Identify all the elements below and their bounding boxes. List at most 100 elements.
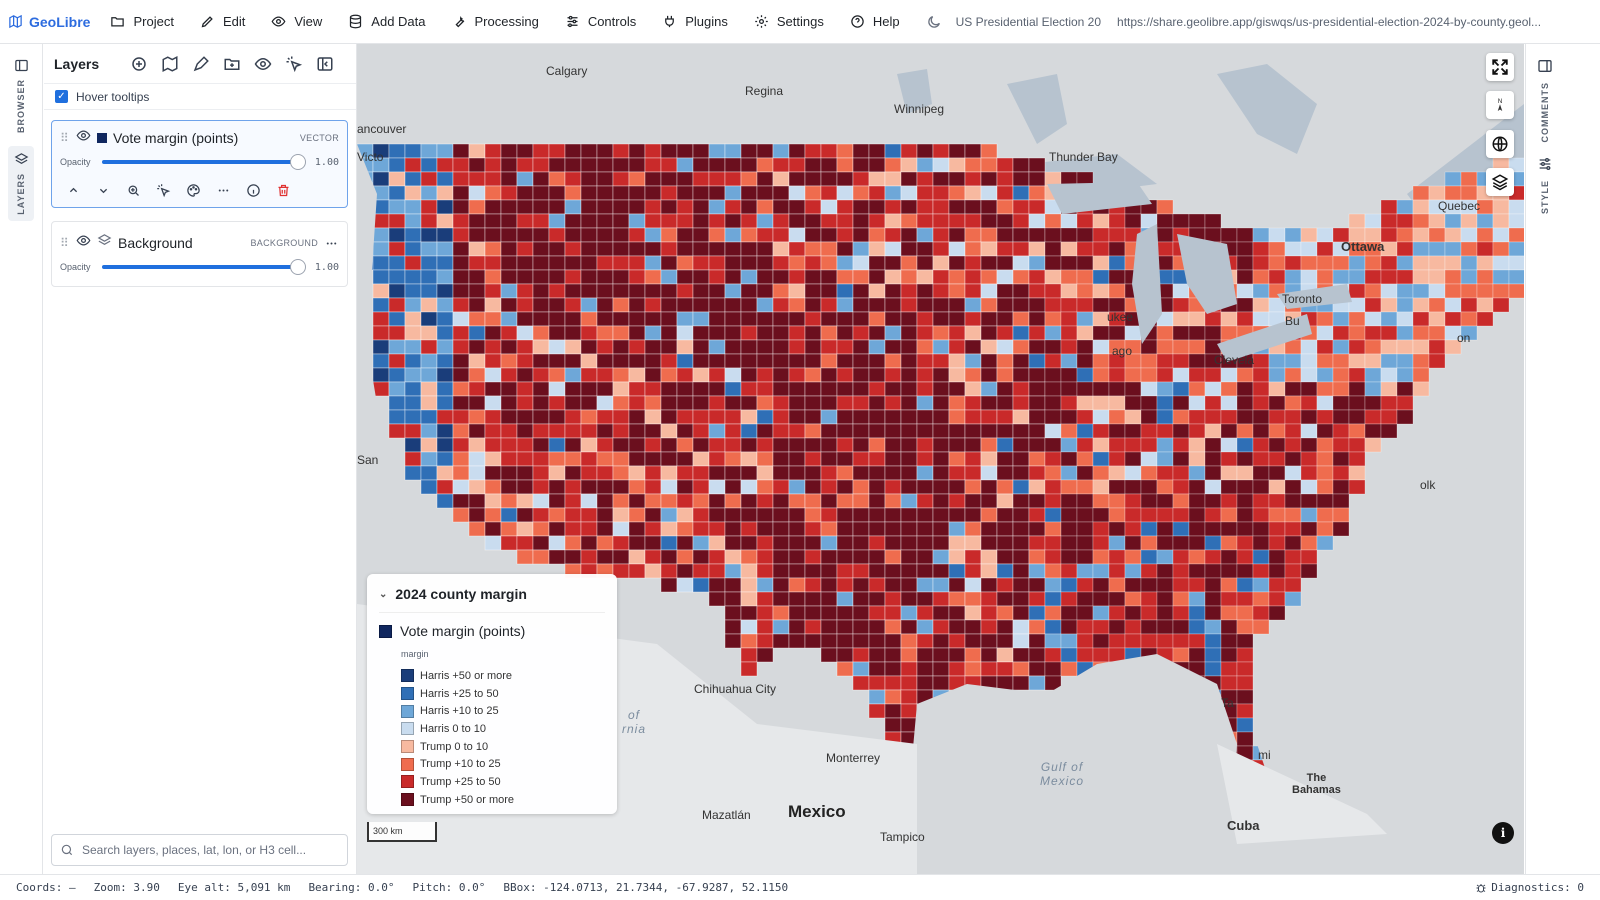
county-cell[interactable] <box>612 199 630 215</box>
county-cell[interactable] <box>484 227 502 243</box>
county-cell[interactable] <box>1172 409 1190 425</box>
county-cell[interactable] <box>612 185 630 201</box>
county-cell[interactable] <box>740 619 758 635</box>
county-cell[interactable] <box>388 269 406 285</box>
county-cell[interactable] <box>820 353 838 369</box>
county-cell[interactable] <box>804 437 822 453</box>
county-cell[interactable] <box>724 619 742 635</box>
county-cell[interactable] <box>708 367 726 383</box>
county-cell[interactable] <box>1044 451 1062 467</box>
county-cell[interactable] <box>1060 507 1078 523</box>
compass-button[interactable]: N <box>1486 91 1514 119</box>
county-cell[interactable] <box>420 185 438 201</box>
county-cell[interactable] <box>868 157 886 173</box>
county-cell[interactable] <box>1220 381 1238 397</box>
county-cell[interactable] <box>756 283 774 299</box>
county-cell[interactable] <box>1028 521 1046 537</box>
county-cell[interactable] <box>884 689 902 705</box>
county-cell[interactable] <box>372 297 390 313</box>
county-cell[interactable] <box>1396 367 1414 383</box>
county-cell[interactable] <box>788 577 806 593</box>
county-cell[interactable] <box>1060 297 1078 313</box>
county-cell[interactable] <box>532 465 550 481</box>
county-cell[interactable] <box>1060 367 1078 383</box>
county-cell[interactable] <box>788 269 806 285</box>
county-cell[interactable] <box>1444 339 1462 355</box>
county-cell[interactable] <box>1236 647 1254 663</box>
county-cell[interactable] <box>1140 591 1158 607</box>
county-cell[interactable] <box>516 157 534 173</box>
county-cell[interactable] <box>1172 339 1190 355</box>
county-cell[interactable] <box>484 199 502 215</box>
county-cell[interactable] <box>644 311 662 327</box>
county-cell[interactable] <box>1364 395 1382 411</box>
county-cell[interactable] <box>468 507 486 523</box>
county-cell[interactable] <box>1076 493 1094 509</box>
county-cell[interactable] <box>1188 563 1206 579</box>
county-cell[interactable] <box>1140 549 1158 565</box>
county-cell[interactable] <box>1092 535 1110 551</box>
county-cell[interactable] <box>964 605 982 621</box>
basemap-switcher-button[interactable] <box>1486 168 1514 196</box>
county-cell[interactable] <box>404 311 422 327</box>
county-cell[interactable] <box>1268 479 1286 495</box>
county-cell[interactable] <box>500 367 518 383</box>
county-cell[interactable] <box>580 507 598 523</box>
county-cell[interactable] <box>1060 311 1078 327</box>
county-cell[interactable] <box>596 493 614 509</box>
county-cell[interactable] <box>884 339 902 355</box>
county-cell[interactable] <box>676 283 694 299</box>
county-cell[interactable] <box>644 437 662 453</box>
county-cell[interactable] <box>708 213 726 229</box>
county-cell[interactable] <box>612 283 630 299</box>
county-cell[interactable] <box>1236 269 1254 285</box>
county-cell[interactable] <box>532 339 550 355</box>
county-cell[interactable] <box>1012 199 1030 215</box>
county-cell[interactable] <box>564 353 582 369</box>
county-cell[interactable] <box>1460 185 1478 201</box>
county-cell[interactable] <box>628 409 646 425</box>
county-cell[interactable] <box>532 227 550 243</box>
county-cell[interactable] <box>1044 227 1062 243</box>
county-cell[interactable] <box>1156 227 1174 243</box>
county-cell[interactable] <box>1108 619 1126 635</box>
county-cell[interactable] <box>1044 661 1062 677</box>
county-cell[interactable] <box>468 325 486 341</box>
county-cell[interactable] <box>580 479 598 495</box>
county-cell[interactable] <box>852 199 870 215</box>
county-cell[interactable] <box>868 535 886 551</box>
county-cell[interactable] <box>884 591 902 607</box>
county-cell[interactable] <box>1044 633 1062 649</box>
county-cell[interactable] <box>500 479 518 495</box>
county-cell[interactable] <box>1188 213 1206 229</box>
county-cell[interactable] <box>1204 451 1222 467</box>
county-cell[interactable] <box>1316 325 1334 341</box>
county-cell[interactable] <box>980 143 998 159</box>
county-cell[interactable] <box>884 227 902 243</box>
county-cell[interactable] <box>948 185 966 201</box>
county-cell[interactable] <box>1412 185 1430 201</box>
county-cell[interactable] <box>996 213 1014 229</box>
county-cell[interactable] <box>756 171 774 187</box>
county-cell[interactable] <box>628 213 646 229</box>
county-cell[interactable] <box>1268 605 1286 621</box>
county-cell[interactable] <box>1284 493 1302 509</box>
county-cell[interactable] <box>996 521 1014 537</box>
county-cell[interactable] <box>884 423 902 439</box>
county-cell[interactable] <box>612 255 630 271</box>
county-cell[interactable] <box>1060 451 1078 467</box>
county-cell[interactable] <box>1012 465 1030 481</box>
county-cell[interactable] <box>1364 367 1382 383</box>
county-cell[interactable] <box>788 437 806 453</box>
county-cell[interactable] <box>1188 619 1206 635</box>
county-cell[interactable] <box>660 521 678 537</box>
county-cell[interactable] <box>1108 423 1126 439</box>
county-cell[interactable] <box>740 633 758 649</box>
county-cell[interactable] <box>612 339 630 355</box>
county-cell[interactable] <box>1332 339 1350 355</box>
county-cell[interactable] <box>1060 549 1078 565</box>
county-cell[interactable] <box>452 199 470 215</box>
county-cell[interactable] <box>820 465 838 481</box>
county-cell[interactable] <box>980 409 998 425</box>
county-cell[interactable] <box>1348 311 1366 327</box>
